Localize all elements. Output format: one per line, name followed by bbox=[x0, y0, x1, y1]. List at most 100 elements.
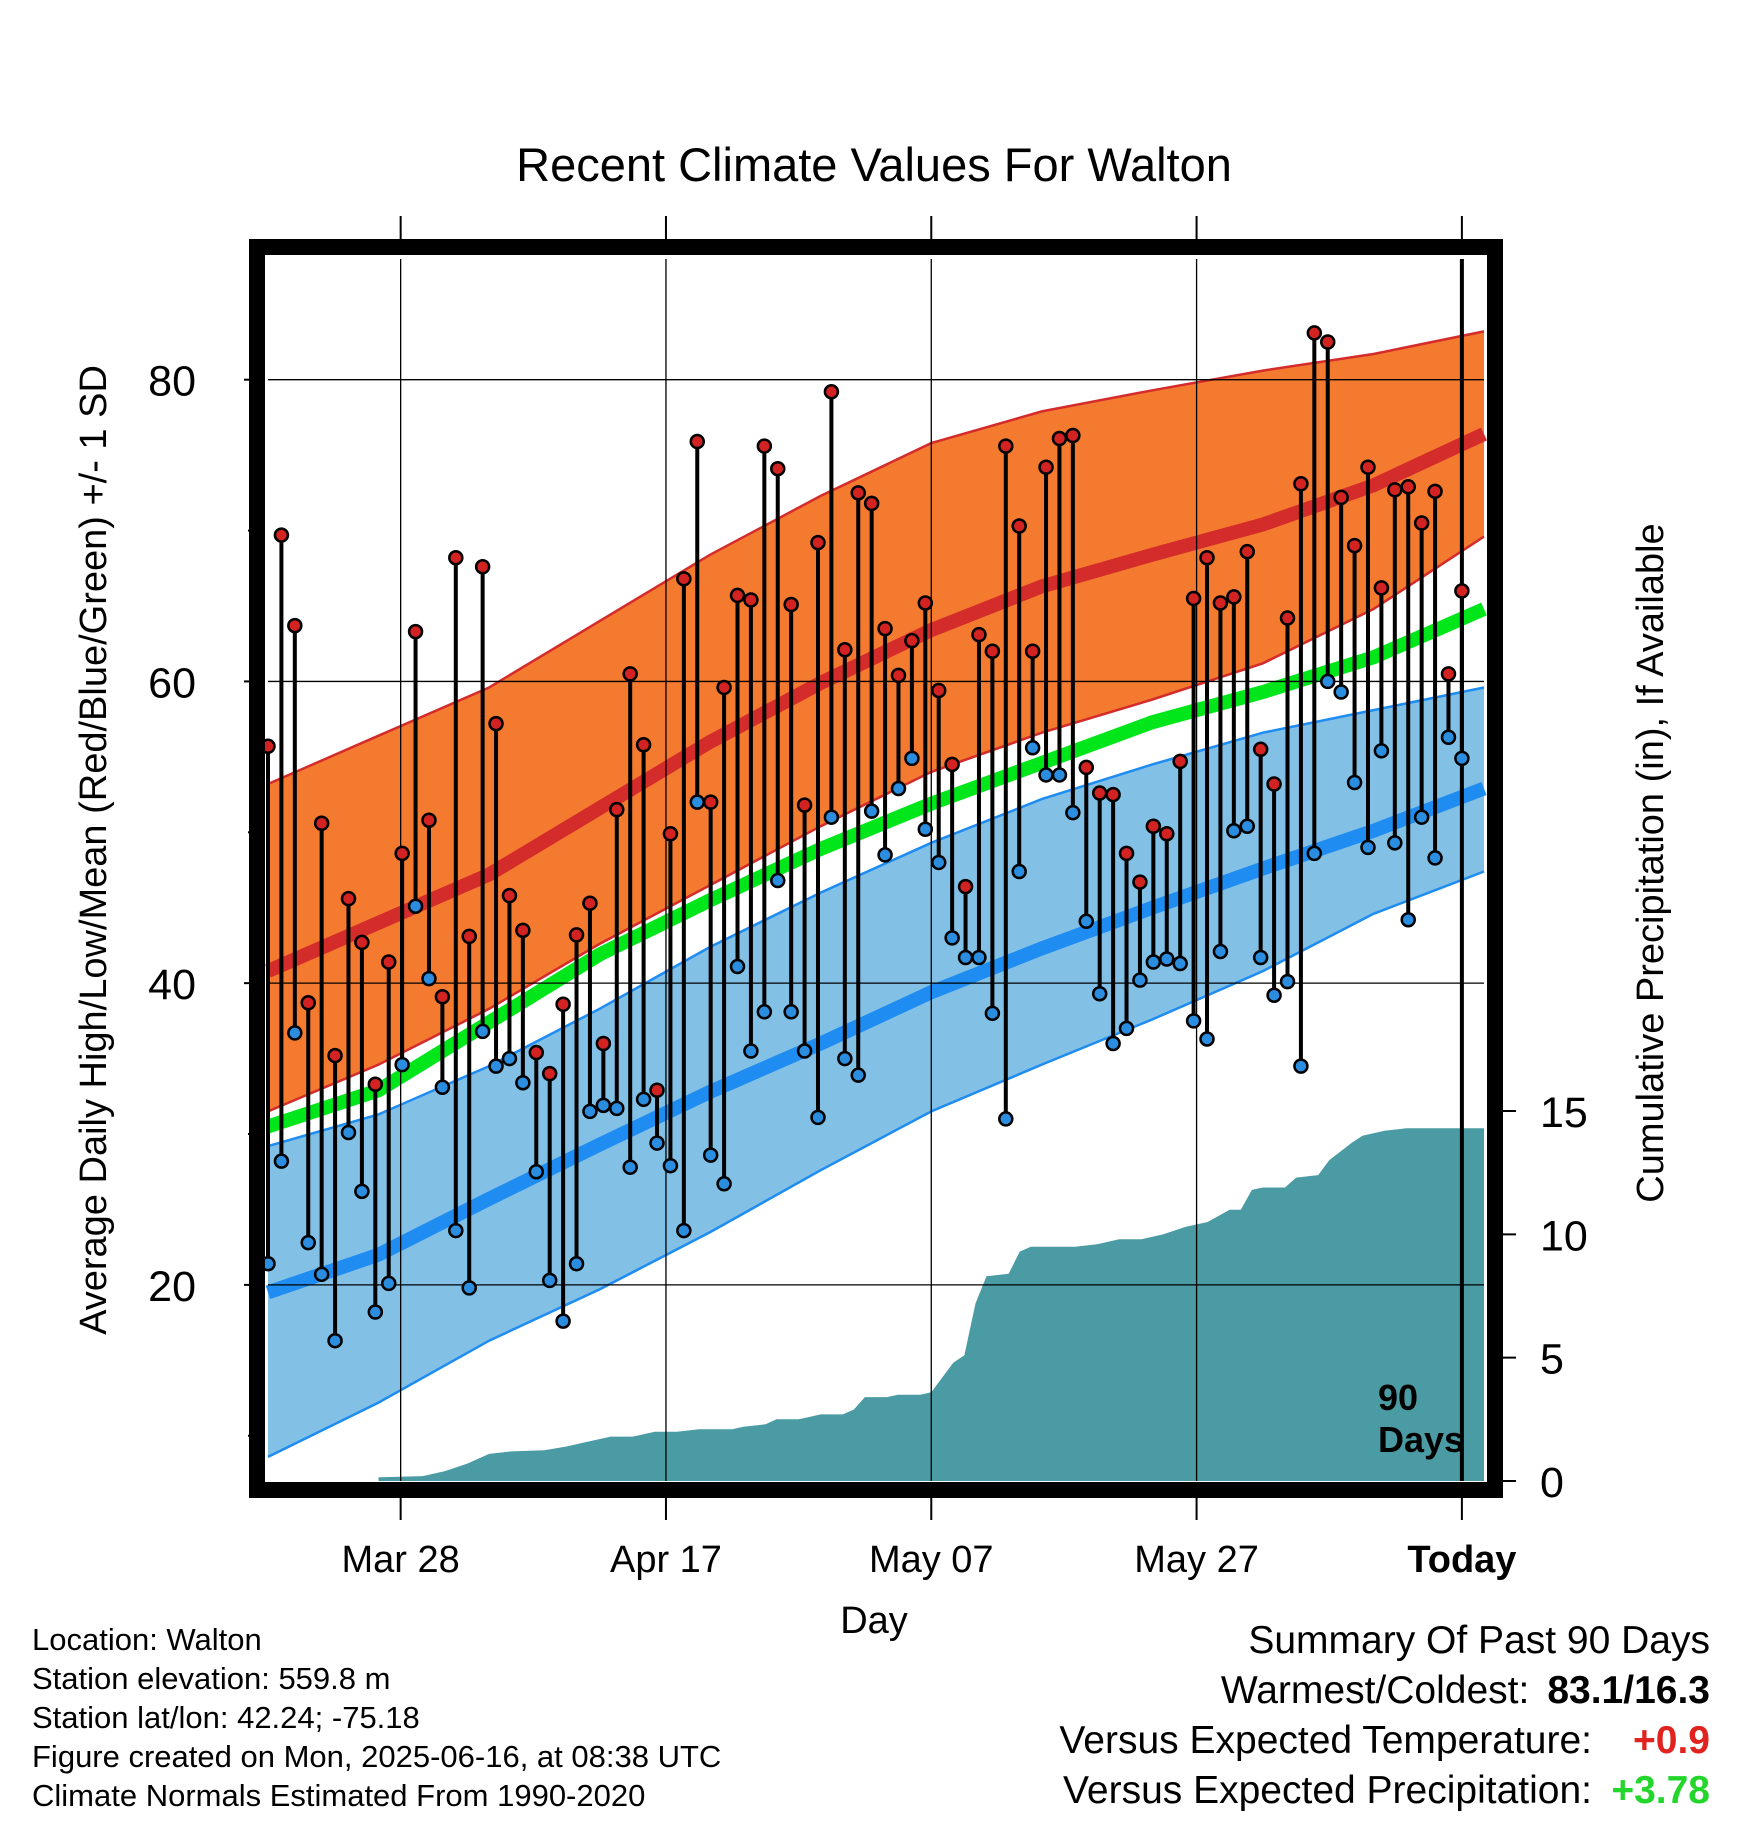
daily-low-point bbox=[609, 1100, 625, 1117]
daily-low-point bbox=[1252, 949, 1269, 966]
daily-high-point bbox=[394, 845, 410, 862]
station-info: Location: Walton Station elevation: 559.… bbox=[32, 1620, 721, 1815]
daily-low-point bbox=[837, 1050, 853, 1067]
daily-high-point bbox=[1078, 759, 1095, 776]
daily-low-point bbox=[367, 1304, 384, 1320]
daily-low-point bbox=[756, 1004, 773, 1020]
daily-high-point bbox=[555, 996, 571, 1013]
daily-high-point bbox=[1105, 786, 1121, 803]
location-text: Location: Walton bbox=[32, 1622, 262, 1657]
summary-title: Summary Of Past 90 Days bbox=[1248, 1619, 1710, 1662]
high-upper-sd-line bbox=[267, 330, 1485, 786]
daily-low-point bbox=[904, 750, 920, 767]
low-lower-sd-line bbox=[267, 870, 1485, 1459]
daily-low-point bbox=[998, 1111, 1014, 1127]
daily-low-point bbox=[1306, 845, 1323, 862]
daily-low-point bbox=[354, 1183, 370, 1200]
daily-markers-layer bbox=[260, 325, 1470, 1349]
daily-high-point bbox=[501, 887, 518, 904]
daily-low-point bbox=[1279, 973, 1296, 990]
daily-low-point bbox=[340, 1124, 357, 1141]
daily-high-point bbox=[930, 682, 947, 699]
daily-high-point bbox=[622, 666, 638, 682]
x-tick-label: May 27 bbox=[1134, 1539, 1259, 1581]
daily-low-point bbox=[421, 970, 437, 987]
x-tick-label: Mar 28 bbox=[342, 1539, 460, 1581]
daily-low-point bbox=[568, 1256, 585, 1272]
daily-high-point bbox=[904, 632, 920, 649]
daily-high-point bbox=[568, 927, 585, 943]
summary-panel: Summary Of Past 90 Days Warmest/Coldest:… bbox=[810, 1616, 1710, 1816]
axis-ticks-layer: 20 40 60 80 0 5 10 15 Mar 28 Apr 17 May 07 May 27 To… bbox=[148, 216, 1588, 1581]
precip-label: Versus Expected Precipitation: bbox=[1063, 1769, 1592, 1812]
daily-high-point bbox=[1051, 430, 1068, 447]
daily-high-point bbox=[609, 801, 625, 818]
summary-warmest-coldest: Warmest/Coldest: 83.1/16.3 bbox=[810, 1666, 1710, 1716]
daily-high-point bbox=[1266, 776, 1282, 792]
daily-high-point bbox=[407, 623, 424, 640]
daily-high-point bbox=[380, 954, 397, 970]
temp-value: +0.9 bbox=[1633, 1719, 1710, 1762]
normals-text: Climate Normals Estimated From 1990-2020 bbox=[32, 1778, 646, 1813]
today-label-line-2: Days bbox=[1378, 1419, 1464, 1460]
daily-low-point bbox=[1199, 1031, 1215, 1047]
y2-tick-label: 5 bbox=[1540, 1336, 1564, 1384]
daily-low-point bbox=[1065, 804, 1081, 821]
daily-low-point bbox=[501, 1050, 518, 1067]
daily-high-point bbox=[1065, 427, 1081, 444]
daily-high-point bbox=[957, 878, 974, 895]
daily-low-point bbox=[783, 1004, 799, 1020]
daily-low-point bbox=[1387, 835, 1403, 851]
daily-low-point bbox=[1105, 1035, 1121, 1052]
daily-low-point bbox=[1427, 850, 1443, 866]
daily-low-point bbox=[930, 854, 947, 871]
daily-low-point bbox=[1413, 809, 1430, 825]
daily-high-point bbox=[1226, 589, 1242, 605]
daily-low-point bbox=[635, 1091, 652, 1108]
daily-low-point bbox=[944, 930, 960, 946]
latlon-text: Station lat/lon: 42.24; -75.18 bbox=[32, 1700, 420, 1735]
daily-low-point bbox=[273, 1153, 290, 1169]
precipitation-area-layer bbox=[268, 1128, 1484, 1481]
daily-high-point bbox=[729, 587, 746, 604]
elevation-text: Station elevation: 559.8 m bbox=[32, 1661, 391, 1696]
daily-high-point bbox=[1387, 482, 1403, 498]
daily-low-point bbox=[1400, 912, 1416, 928]
daily-low-point bbox=[1024, 740, 1041, 756]
warmest-coldest-label: Warmest/Coldest: bbox=[1220, 1669, 1530, 1712]
daily-low-point bbox=[555, 1313, 571, 1329]
daily-high-point bbox=[1427, 483, 1443, 500]
daily-high-point bbox=[1346, 537, 1363, 554]
daily-low-point bbox=[394, 1056, 410, 1073]
daily-low-point bbox=[1226, 823, 1242, 839]
daily-high-point bbox=[367, 1076, 384, 1092]
daily-high-point bbox=[313, 815, 330, 831]
daily-high-point bbox=[890, 667, 907, 684]
daily-high-point bbox=[300, 995, 316, 1011]
daily-high-point bbox=[528, 1044, 545, 1061]
daily-low-point bbox=[810, 1109, 826, 1126]
daily-high-point bbox=[1360, 459, 1376, 475]
summary-temperature: Versus Expected Temperature: +0.9 bbox=[810, 1716, 1710, 1766]
daily-low-point bbox=[850, 1067, 866, 1083]
y-tick-label: 40 bbox=[148, 961, 196, 1009]
daily-high-point bbox=[448, 549, 464, 566]
daily-high-point bbox=[1199, 549, 1215, 566]
chart-title: Recent Climate Values For Walton bbox=[516, 138, 1232, 191]
daily-low-point bbox=[716, 1176, 732, 1192]
daily-high-point bbox=[1454, 583, 1470, 599]
daily-low-point bbox=[1091, 985, 1108, 1002]
daily-high-point bbox=[877, 620, 893, 637]
daily-high-point bbox=[582, 895, 598, 911]
y2-tick-label: 0 bbox=[1540, 1459, 1564, 1507]
daily-high-point bbox=[823, 384, 840, 400]
daily-low-point bbox=[1360, 839, 1376, 856]
daily-high-point bbox=[1239, 543, 1256, 560]
daily-low-point bbox=[863, 803, 880, 819]
daily-high-point bbox=[1159, 826, 1175, 842]
temp-label: Versus Expected Temperature: bbox=[1059, 1719, 1592, 1762]
daily-high-point bbox=[863, 495, 880, 512]
daily-low-point bbox=[729, 958, 746, 975]
daily-high-point bbox=[1373, 580, 1390, 596]
daily-low-point bbox=[1212, 943, 1229, 960]
